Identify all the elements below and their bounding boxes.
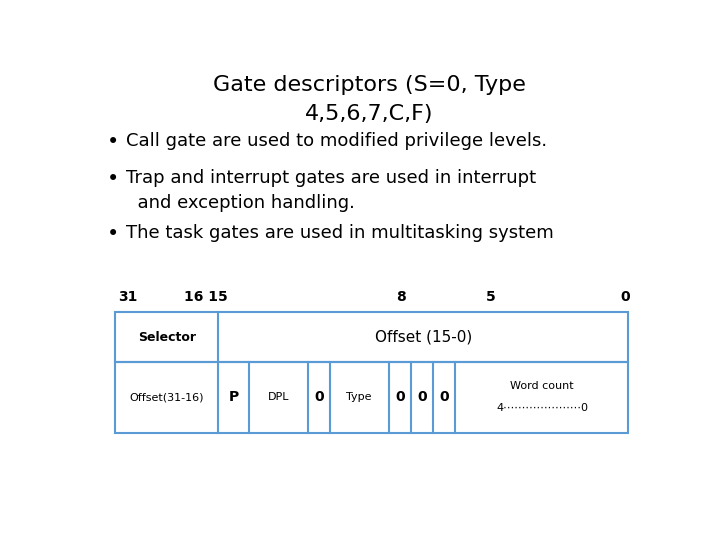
Text: Selector: Selector (138, 330, 196, 343)
Text: 0: 0 (314, 390, 323, 404)
Text: •: • (107, 168, 119, 189)
Text: 4⋯⋯⋯⋯⋯⋯⋯0: 4⋯⋯⋯⋯⋯⋯⋯0 (496, 403, 588, 413)
Text: 31: 31 (118, 290, 138, 304)
Text: 0: 0 (395, 390, 405, 404)
Text: Offset(31-16): Offset(31-16) (130, 393, 204, 402)
Text: 0: 0 (621, 290, 631, 304)
Text: 16 15: 16 15 (184, 290, 228, 304)
Text: Offset (15-0): Offset (15-0) (375, 329, 472, 345)
Text: 0: 0 (417, 390, 427, 404)
Bar (115, 362, 629, 433)
Text: Call gate are used to modified privilege levels.: Call gate are used to modified privilege… (126, 132, 547, 150)
Text: •: • (107, 224, 119, 244)
Text: 4,5,6,7,C,F): 4,5,6,7,C,F) (305, 104, 433, 124)
Text: The task gates are used in multitasking system: The task gates are used in multitasking … (126, 224, 554, 241)
Text: Type: Type (346, 393, 372, 402)
Text: DPL: DPL (268, 393, 289, 402)
Text: 5: 5 (486, 290, 495, 304)
Text: P: P (228, 390, 239, 404)
Text: Gate descriptors (S=0, Type: Gate descriptors (S=0, Type (212, 75, 526, 95)
Text: Trap and interrupt gates are used in interrupt: Trap and interrupt gates are used in int… (126, 168, 536, 187)
Text: •: • (107, 132, 119, 152)
Text: 8: 8 (397, 290, 406, 304)
Text: 0: 0 (439, 390, 449, 404)
Text: Word count: Word count (510, 381, 574, 391)
Bar (115, 312, 629, 362)
Text: and exception handling.: and exception handling. (126, 194, 355, 212)
